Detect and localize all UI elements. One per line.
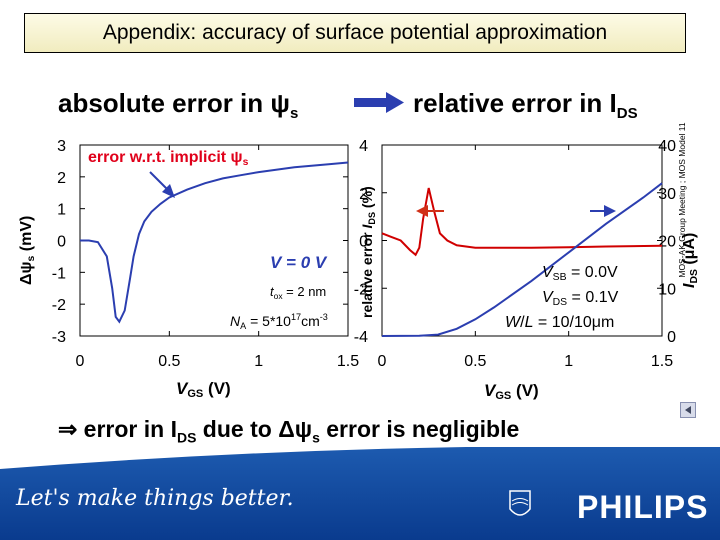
- right-y2-tick-label: 10: [658, 281, 676, 298]
- play-back-icon: [685, 406, 691, 414]
- right-plot-frame: [381, 144, 663, 337]
- left-heading: absolute error in ψs: [58, 88, 299, 123]
- right-y-tick-label: 0: [359, 234, 368, 251]
- brand-logo: PHILIPS: [577, 489, 709, 525]
- right-arrow-icon: [354, 92, 404, 113]
- footer-band: [0, 447, 720, 540]
- left-cond-na: NA = 5*1017cm-3: [230, 312, 328, 331]
- ids-line: [381, 182, 663, 337]
- right-cond-vds: VDS = 0.1V: [542, 289, 619, 308]
- right-heading: relative error in IDS: [413, 88, 638, 123]
- relative-error-line: [381, 187, 663, 257]
- nav-button[interactable]: [680, 402, 696, 418]
- left-x-tick-label: 0.5: [158, 353, 180, 370]
- left-x-tick-label: 0: [76, 353, 85, 370]
- conclusion-text: ⇒ error in IDS due to Δψs error is negli…: [58, 416, 520, 446]
- left-y-tick-label: 3: [57, 138, 66, 155]
- right-x-tick-label: 0: [378, 353, 387, 370]
- right-cond-vsb: VSB = 0.0V: [542, 264, 618, 283]
- right-y-tick-label: 4: [359, 138, 368, 155]
- blue-axis-arrowhead: [604, 205, 616, 217]
- left-series-line: [80, 161, 349, 324]
- left-plot-frame: [79, 144, 349, 337]
- left-cond-v: V = 0 V: [270, 253, 328, 272]
- right-x-tick-label: 1: [564, 353, 573, 370]
- right-y2-tick-label: 40: [658, 138, 676, 155]
- left-x-tick-label: 1.5: [337, 353, 359, 370]
- left-x-axis-label: VGS (V): [176, 379, 231, 400]
- right-cond-wl: W/L = 10/10μm: [505, 314, 614, 331]
- red-axis-arrowhead: [416, 205, 428, 217]
- slogan: Let's make things better.: [16, 486, 294, 511]
- left-annotation: error w.r.t. implicit ψs: [88, 149, 249, 168]
- right-x-tick-label: 1.5: [651, 353, 673, 370]
- right-x-tick-label: 0.5: [464, 353, 486, 370]
- right-x-axis-label: VGS (V): [484, 381, 539, 402]
- left-y-tick-label: 0: [57, 234, 66, 251]
- left-y-tick-label: -3: [52, 329, 66, 346]
- left-y-tick-label: 1: [57, 202, 66, 219]
- left-y-tick-label: 2: [57, 170, 66, 187]
- right-y-tick-label: -2: [354, 281, 368, 298]
- left-y-axis-label: Δψs (mV): [18, 216, 37, 285]
- slide-title: Appendix: accuracy of surface potential …: [24, 13, 686, 53]
- right-y2-axis-label: IDS (μA): [681, 233, 700, 288]
- right-y2-tick-label: 20: [658, 234, 676, 251]
- left-y-tick-label: -1: [52, 265, 66, 282]
- left-cond-tox: tox = 2 nm: [270, 284, 326, 301]
- left-y-tick-label: -2: [52, 297, 66, 314]
- right-y-tick-label: 2: [359, 186, 368, 203]
- right-y-axis-label: relative error IDS (%): [359, 186, 377, 318]
- annotation-arrowhead: [162, 184, 175, 198]
- right-y-tick-label: -4: [354, 329, 368, 346]
- right-y2-tick-label: 30: [658, 186, 676, 203]
- philips-shield-icon: [509, 490, 531, 516]
- right-y2-tick-label: 0: [667, 329, 676, 346]
- left-x-tick-label: 1: [254, 353, 263, 370]
